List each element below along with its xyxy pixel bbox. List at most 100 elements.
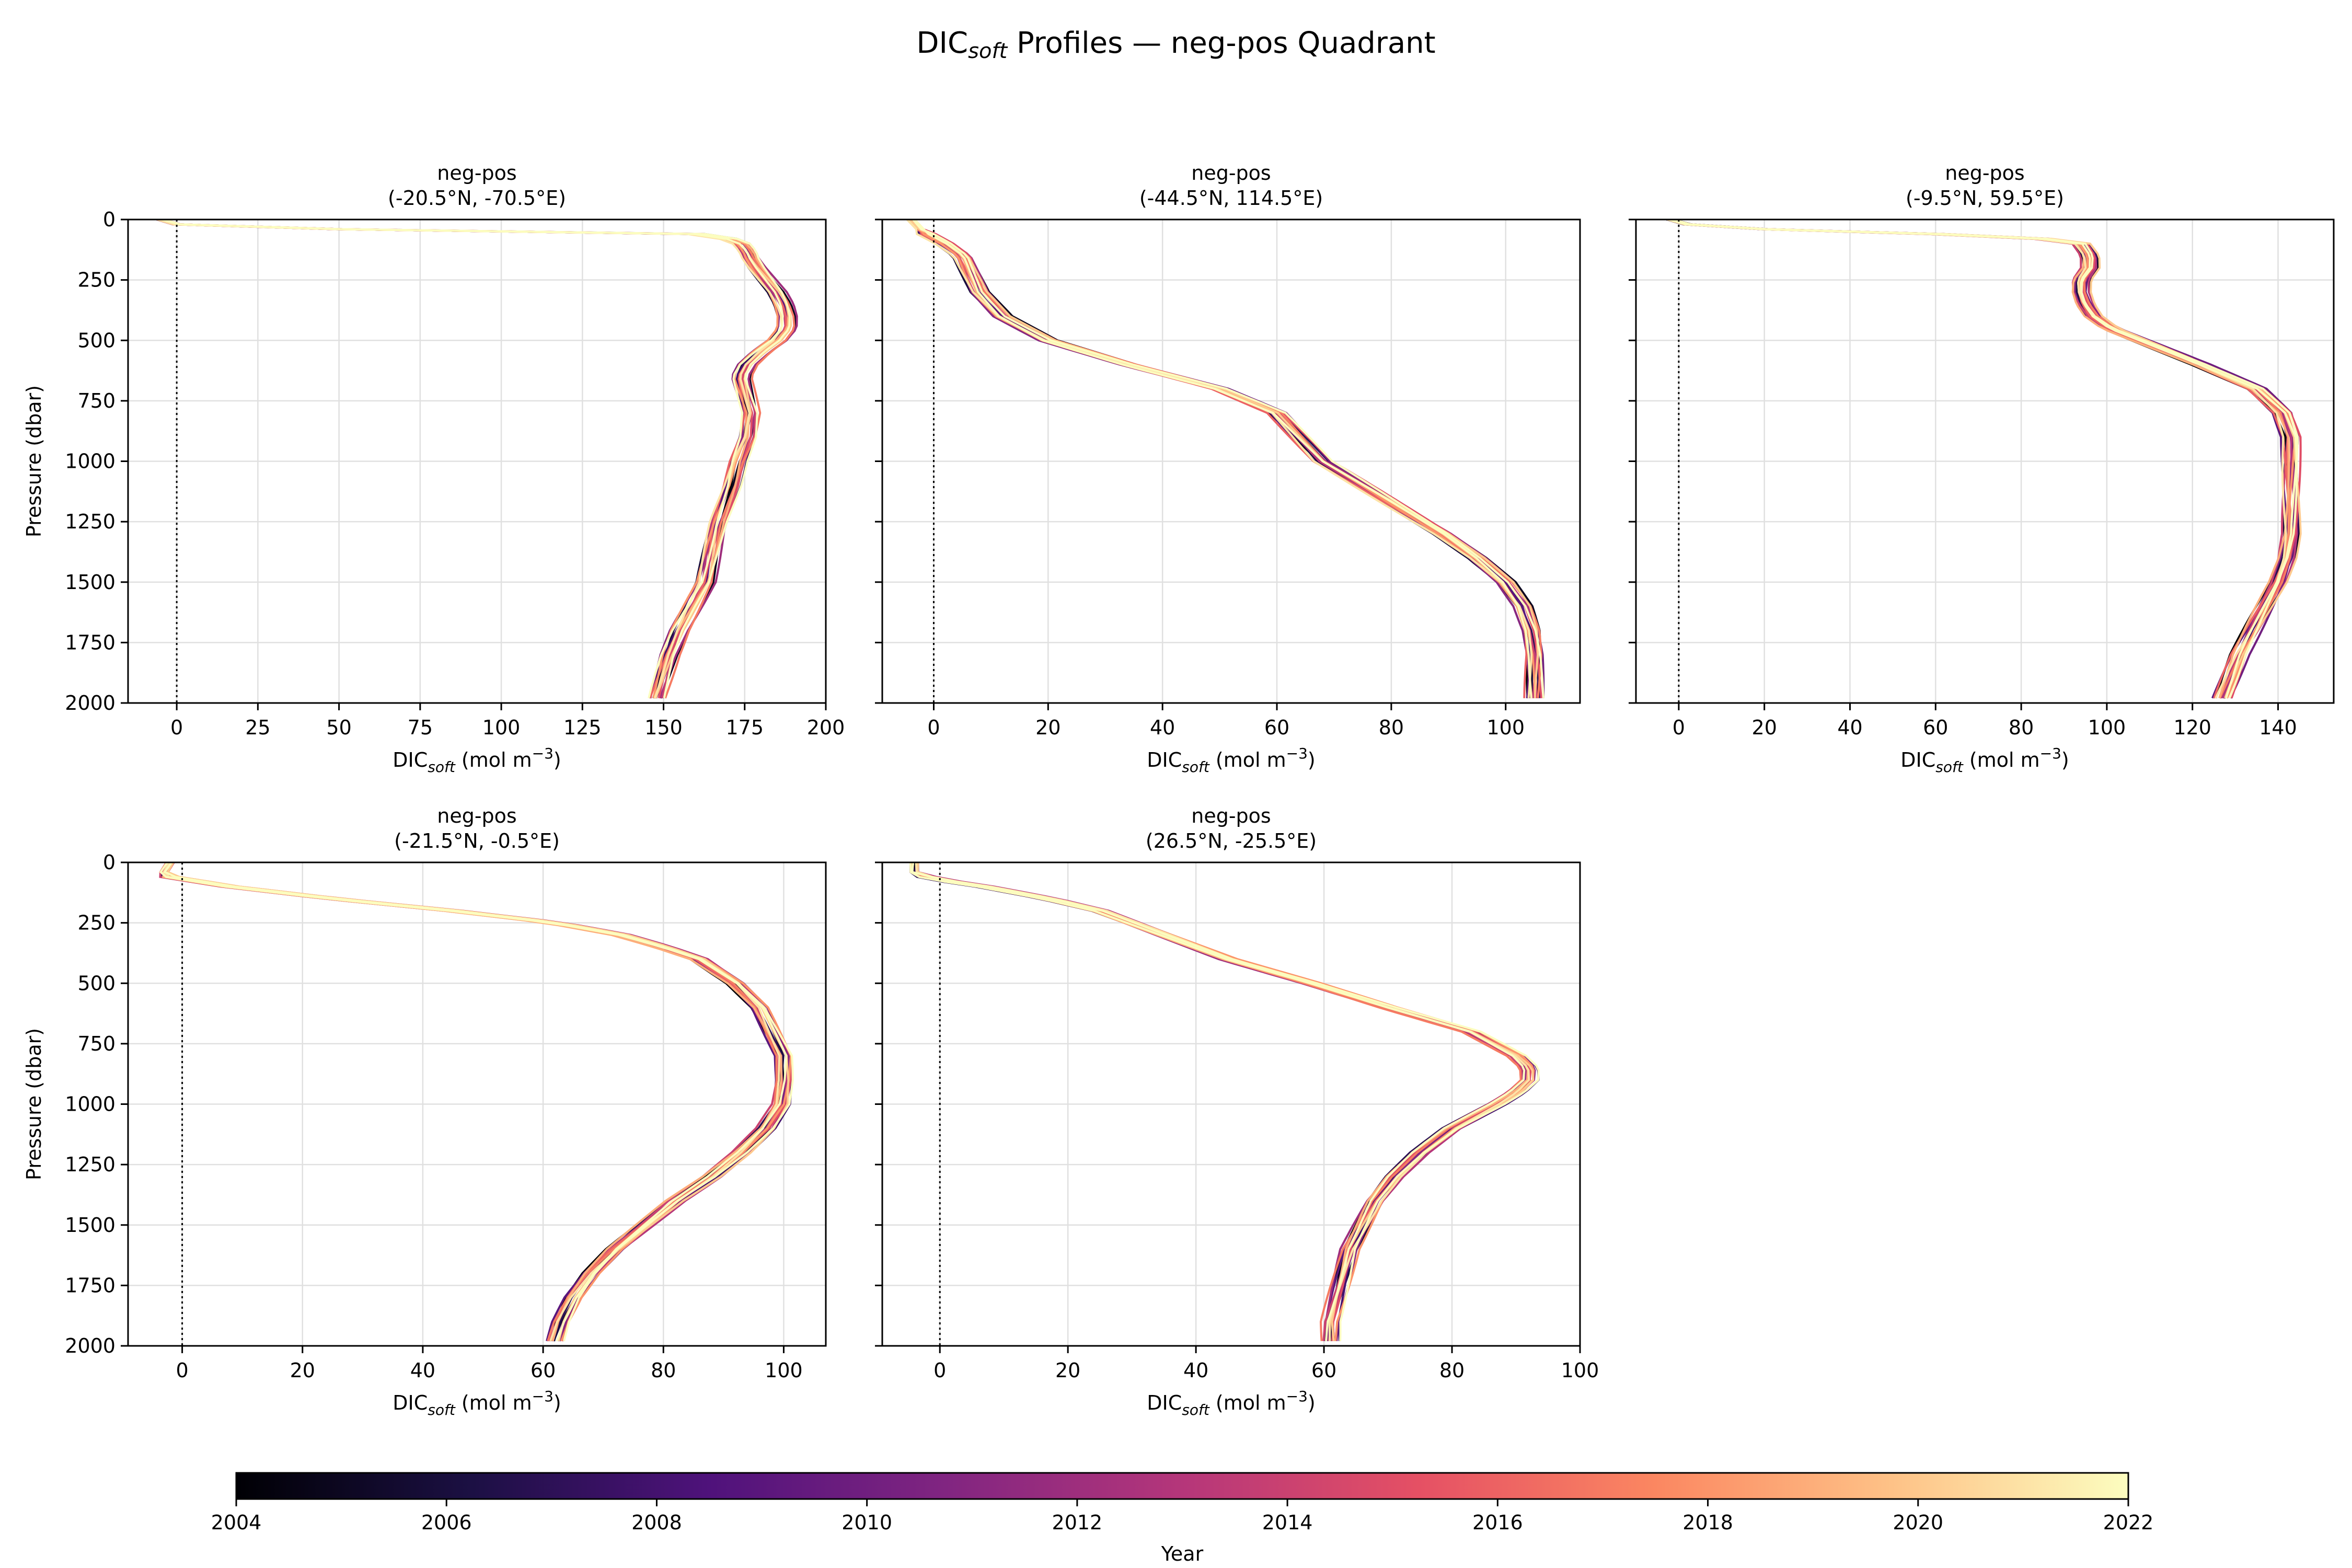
profile-line-2009 <box>156 220 790 699</box>
y-axis-label: Pressure (dbar) <box>22 385 45 537</box>
x-tick-label: 0 <box>1673 716 1685 739</box>
colorbar-tick-label: 2012 <box>1052 1511 1103 1534</box>
x-tick-label: 75 <box>408 716 433 739</box>
profile-line-2018 <box>909 862 1535 1341</box>
profile-line-2009 <box>166 862 777 1342</box>
panel-title: neg-pos <box>437 804 516 827</box>
x-tick-label: 80 <box>1379 716 1404 739</box>
colorbar-tick-label: 2020 <box>1893 1511 1943 1534</box>
profile-line-2005 <box>917 862 1528 1341</box>
profile-line-2013 <box>164 862 788 1342</box>
profile-line-2005 <box>166 862 785 1342</box>
profile-line-2010 <box>1666 220 2299 699</box>
profile-line-2018 <box>911 220 1536 698</box>
profile-line-2018 <box>163 220 779 699</box>
profile-line-2023 <box>914 220 1532 698</box>
x-tick-label: 175 <box>726 716 764 739</box>
profile-line-2021 <box>163 862 781 1342</box>
profile-line-2019 <box>163 220 790 699</box>
y-tick-label: 750 <box>77 1032 116 1055</box>
profile-line-2014 <box>1667 220 2289 699</box>
profile-line-2014 <box>159 862 780 1342</box>
x-tick-label: 40 <box>1183 1359 1208 1382</box>
x-tick-label: 140 <box>2259 716 2297 739</box>
x-axis-label: DICsoft (mol m−3) <box>393 1388 561 1419</box>
figure-title-prefix: DIC <box>916 26 969 60</box>
y-tick-label: 1250 <box>65 510 116 533</box>
colorbar-tick-label: 2010 <box>841 1511 892 1534</box>
profile-line-2007 <box>909 862 1524 1341</box>
profile-line-2006 <box>1666 220 2289 699</box>
y-tick-label: 250 <box>77 912 116 935</box>
profile-line-2007 <box>160 862 783 1342</box>
y-tick-label: 1500 <box>65 1214 116 1237</box>
panel-1: 0 25 50 75 100 125 150 175 200025050075010001250… <box>22 162 845 776</box>
panel-title: neg-pos <box>1191 162 1271 185</box>
x-tick-label: 60 <box>1264 716 1289 739</box>
profile-line-2022 <box>164 220 791 699</box>
profile-line-2007 <box>1669 220 2294 699</box>
x-tick-label: 150 <box>644 716 683 739</box>
panel-subtitle: (-20.5°N, -70.5°E) <box>388 187 566 210</box>
profile-line-2019 <box>162 862 782 1342</box>
colorbar-label: Year <box>1161 1542 1204 1565</box>
profile-line-2006 <box>159 862 785 1342</box>
profile-line-2010 <box>909 220 1545 698</box>
profile-line-2016 <box>916 862 1535 1341</box>
colorbar-tick-label: 2008 <box>631 1511 682 1534</box>
profile-line-2006 <box>908 220 1534 698</box>
colorbar: 2004 2006 2008 2010 2012 2014 2016 2018 2020 2022… <box>211 1472 2153 1565</box>
profile-line-2008 <box>912 220 1532 698</box>
y-tick-label: 1750 <box>65 631 116 654</box>
profile-line-2017 <box>1667 220 2293 699</box>
profile-line-2010 <box>159 862 790 1342</box>
profile-line-2005 <box>908 220 1542 698</box>
y-tick-label: 0 <box>103 851 116 874</box>
profile-line-2015 <box>161 862 792 1342</box>
y-tick-label: 1000 <box>65 450 116 473</box>
profile-line-2004 <box>160 220 791 699</box>
x-tick-label: 0 <box>170 716 183 739</box>
figure-title: DICsoft Profiles — neg-pos Quadrant <box>0 26 2352 63</box>
profile-line-2015 <box>1671 220 2302 699</box>
x-tick-label: 100 <box>765 1359 803 1382</box>
profile-line-2014 <box>910 862 1523 1341</box>
profile-line-2012 <box>166 862 783 1342</box>
x-tick-label: 40 <box>410 1359 435 1382</box>
profile-line-2020 <box>908 220 1539 698</box>
profile-line-2010 <box>162 220 787 699</box>
profile-line-2023 <box>1673 220 2298 699</box>
panel-2: 0 20 40 60 80 100 neg-pos(-44.5°N, 114.5°E) DIC… <box>875 162 1581 776</box>
x-tick-label: 50 <box>326 716 351 739</box>
profile-line-2016 <box>166 862 783 1342</box>
profile-line-2021 <box>1666 220 2287 699</box>
x-tick-label: 60 <box>1311 1359 1336 1382</box>
profile-line-2012 <box>158 220 798 699</box>
panel-subtitle: (-9.5°N, 59.5°E) <box>1906 187 2064 210</box>
x-axis-label: DICsoft (mol m−3) <box>393 745 561 776</box>
profile-line-2017 <box>916 862 1522 1341</box>
profile-line-2004 <box>912 220 1529 698</box>
y-tick-label: 750 <box>77 389 116 412</box>
y-tick-label: 500 <box>77 972 116 995</box>
x-tick-label: 80 <box>2009 716 2034 739</box>
x-tick-label: 25 <box>245 716 270 739</box>
panel-4: 0 20 40 60 80 1000250500750100012501500175020… <box>22 804 827 1419</box>
profile-line-2018 <box>159 862 792 1342</box>
x-axis-label: DICsoft (mol m−3) <box>1147 1388 1316 1419</box>
profile-line-2008 <box>914 862 1540 1341</box>
profile-line-2017 <box>906 220 1542 698</box>
panel-title: neg-pos <box>1945 162 2024 185</box>
profile-line-2013 <box>916 862 1535 1341</box>
profile-line-2008 <box>1673 220 2299 699</box>
y-tick-label: 1250 <box>65 1153 116 1176</box>
x-tick-label: 100 <box>2088 716 2126 739</box>
y-tick-label: 250 <box>77 269 116 292</box>
x-tick-label: 20 <box>1752 716 1777 739</box>
profile-line-2019 <box>914 220 1533 698</box>
profile-line-2021 <box>915 862 1530 1341</box>
panel-title: neg-pos <box>1191 804 1271 827</box>
profile-line-2013 <box>906 220 1538 698</box>
